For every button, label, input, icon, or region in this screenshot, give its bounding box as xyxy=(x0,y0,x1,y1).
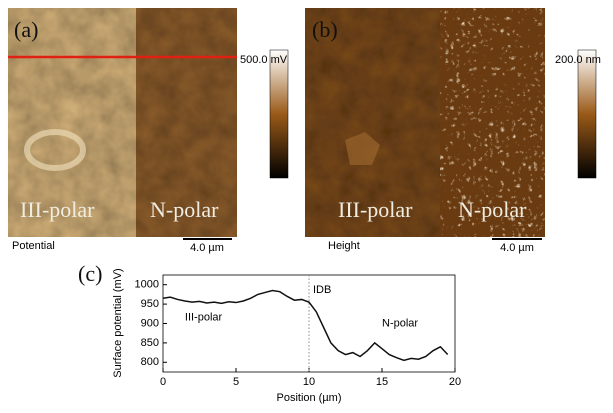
annotation: III-polar xyxy=(185,312,223,324)
colorbar-label: 200.0 nm xyxy=(555,54,601,66)
y-tick-label: 950 xyxy=(141,298,159,310)
x-tick-label: 0 xyxy=(160,376,166,388)
region-label: III-polar xyxy=(338,197,413,222)
x-tick-label: 10 xyxy=(303,376,315,388)
boundary-label: IDB xyxy=(313,284,331,296)
panel-b: (b) III-polar N-polar 200.0 nm Height 4.… xyxy=(305,8,601,254)
y-axis-label: Surface potential (mV) xyxy=(112,268,124,377)
panel-a: (a) III-polar N-polar 500.0 mV Potential… xyxy=(8,8,288,254)
y-tick-label: 900 xyxy=(141,317,159,329)
scale-bar-label: 4.0 µm xyxy=(190,242,224,254)
region-label: III-polar xyxy=(20,197,95,222)
panel-label: (a) xyxy=(14,17,38,42)
x-tick-label: 15 xyxy=(376,376,388,388)
channel-label: Potential xyxy=(12,240,55,252)
x-axis-label: Position (µm) xyxy=(276,392,341,404)
colorbar xyxy=(270,50,288,178)
panel-label: (c) xyxy=(78,261,102,286)
annotation: N-polar xyxy=(382,317,418,329)
region-label: N-polar xyxy=(150,197,219,222)
channel-label: Height xyxy=(328,240,360,252)
colorbar xyxy=(578,50,596,178)
y-tick-label: 800 xyxy=(141,356,159,368)
y-tick-label: 850 xyxy=(141,337,159,349)
x-tick-label: 20 xyxy=(449,376,461,388)
region-label: N-polar xyxy=(458,197,527,222)
x-tick-label: 5 xyxy=(233,376,239,388)
colorbar-label: 500.0 mV xyxy=(240,54,288,66)
panel-label: (b) xyxy=(312,17,338,42)
y-tick-label: 1000 xyxy=(135,279,159,291)
figure: (a) III-polar N-polar 500.0 mV Potential… xyxy=(0,0,613,408)
scale-bar-label: 4.0 µm xyxy=(500,242,534,254)
